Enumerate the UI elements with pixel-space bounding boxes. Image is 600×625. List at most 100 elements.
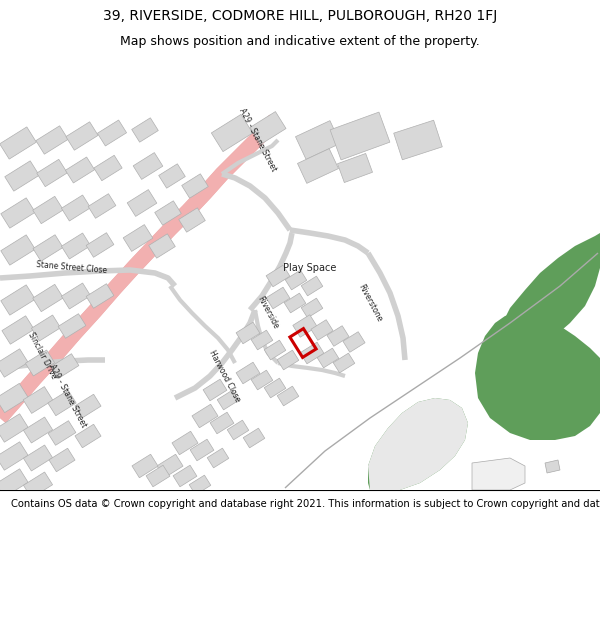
Bar [25, 350, 55, 376]
Bar [157, 454, 183, 478]
Bar [155, 201, 181, 225]
Text: Riverstone: Riverstone [356, 282, 383, 323]
Bar [75, 424, 101, 448]
Bar [86, 232, 114, 258]
Bar [58, 314, 86, 338]
Bar [251, 330, 273, 350]
Bar [290, 329, 316, 357]
Bar [2, 316, 34, 344]
Bar [284, 293, 306, 313]
Bar [330, 112, 390, 160]
Bar [61, 195, 91, 221]
Polygon shape [545, 460, 560, 473]
Text: Riverside: Riverside [256, 295, 280, 331]
Bar [37, 159, 67, 187]
Bar [343, 332, 365, 352]
Bar [61, 283, 91, 309]
Text: Stane Street Close: Stane Street Close [36, 261, 108, 276]
Bar [285, 270, 307, 290]
Bar [88, 194, 116, 218]
Bar [311, 320, 333, 340]
Bar [33, 235, 63, 261]
Bar [189, 475, 211, 495]
Bar [298, 149, 338, 183]
Bar [0, 469, 28, 498]
Bar [251, 370, 273, 390]
Bar [301, 276, 323, 296]
Bar [236, 322, 260, 344]
Bar [23, 417, 53, 443]
Bar [210, 412, 234, 434]
Bar [301, 298, 323, 318]
Text: Map shows position and indicative extent of the property.: Map shows position and indicative extent… [120, 35, 480, 48]
Bar [133, 152, 163, 179]
Bar [48, 421, 76, 445]
Bar [158, 164, 185, 188]
Bar [94, 155, 122, 181]
Bar [203, 379, 227, 401]
Bar [0, 349, 28, 378]
Bar [33, 196, 63, 224]
Bar [61, 233, 91, 259]
Text: Play Space: Play Space [283, 263, 337, 273]
Bar [179, 208, 205, 232]
Bar [23, 445, 53, 471]
Bar [65, 157, 95, 183]
Bar [277, 386, 299, 406]
Text: Contains OS data © Crown copyright and database right 2021. This information is : Contains OS data © Crown copyright and d… [11, 499, 600, 509]
Polygon shape [368, 398, 468, 490]
Bar [217, 390, 239, 410]
Bar [243, 428, 265, 448]
Bar [1, 198, 35, 228]
Polygon shape [475, 313, 600, 490]
Bar [51, 354, 79, 378]
Text: 39, RIVERSIDE, CODMORE HILL, PULBOROUGH, RH20 1FJ: 39, RIVERSIDE, CODMORE HILL, PULBOROUGH,… [103, 9, 497, 23]
Bar [23, 472, 53, 498]
Bar [295, 121, 341, 159]
Text: A29 - Stane Street: A29 - Stane Street [238, 107, 278, 173]
Bar [1, 285, 35, 315]
Polygon shape [490, 233, 600, 353]
Polygon shape [472, 458, 525, 490]
Bar [227, 420, 249, 440]
Bar [31, 315, 61, 341]
Bar [86, 284, 114, 308]
Bar [264, 340, 286, 360]
Bar [0, 414, 28, 442]
Bar [327, 326, 349, 346]
Bar [149, 234, 175, 258]
Text: A29 - Stane Street: A29 - Stane Street [47, 363, 88, 429]
Bar [146, 465, 170, 487]
Bar [0, 127, 37, 159]
Bar [173, 465, 197, 487]
Bar [277, 350, 299, 370]
Bar [127, 189, 157, 216]
Bar [266, 265, 290, 287]
Bar [48, 390, 76, 416]
Bar [236, 362, 260, 384]
Bar [190, 439, 214, 461]
Text: Harwood Close: Harwood Close [208, 349, 242, 403]
Bar [394, 120, 442, 160]
Bar [132, 454, 158, 478]
Bar [317, 348, 339, 368]
Bar [123, 224, 153, 251]
Bar [0, 383, 28, 412]
Bar [182, 174, 208, 198]
Bar [264, 378, 286, 398]
Bar [97, 120, 127, 146]
Bar [250, 112, 286, 144]
Bar [211, 114, 253, 152]
Bar [333, 353, 355, 373]
Bar [300, 342, 324, 364]
Bar [337, 154, 373, 182]
Bar [266, 288, 290, 309]
Bar [23, 387, 53, 413]
Bar [293, 315, 317, 338]
Bar [49, 448, 75, 472]
Bar [36, 126, 68, 154]
Bar [1, 235, 35, 265]
Bar [207, 448, 229, 468]
Bar [75, 394, 101, 418]
Bar [131, 118, 158, 142]
